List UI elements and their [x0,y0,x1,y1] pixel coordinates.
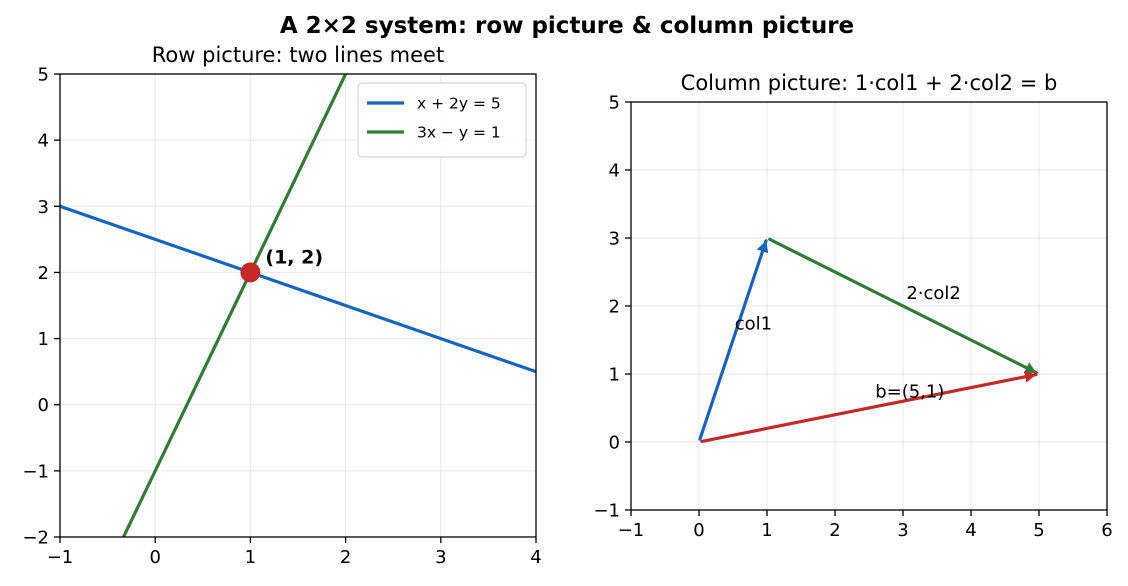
column-picture-chart: −1 0 1 2 3 4 5 6 −1 0 1 2 3 4 5 Column picture: 1·col1 … [593,71,1112,541]
col1-vector-arrowhead [756,240,769,254]
chart-title: Column picture: 1·col1 + 2·col2 = b [681,71,1058,95]
x-tick-label: 4 [530,547,541,568]
y-tick-label: 1 [38,329,49,350]
b-vector-arrowhead [1024,370,1037,383]
y-tick-label: 3 [38,197,49,218]
chart-title: Row picture: two lines meet [152,43,444,67]
y-tick-label: 2 [38,263,49,284]
x-tick-label: 3 [897,520,908,541]
b-vector-label: b=(5,1) [875,382,944,403]
col1-vector-label: col1 [735,314,772,335]
figure-suptitle: A 2×2 system: row picture & column pictu… [280,13,854,39]
legend-label-2: 3x − y = 1 [417,124,501,142]
y-tick-label: 5 [38,65,49,86]
solution-point [240,262,261,283]
y-tick-label: −2 [22,528,49,549]
x-tick-label: −1 [47,547,74,568]
x-tick-label: 0 [693,520,704,541]
y-tick-label: 4 [609,161,620,182]
y-tick-label: 0 [609,433,620,454]
y-tick-label: 5 [609,93,620,114]
y-tick-label: 1 [609,365,620,386]
x-tick-label: 1 [245,547,256,568]
plot-frame [630,101,1108,511]
x-tick-label: 1 [761,520,772,541]
y-tick-label: 3 [609,229,620,250]
col2-scaled-vector-arrowhead [1023,362,1037,374]
y-tick-label: −1 [22,461,49,482]
plot-area [60,74,536,537]
col2-scaled-vector-label: 2·col2 [906,283,961,304]
x-tick-label: −1 [618,520,645,541]
b-vector [700,372,1038,444]
x-tick-label: 2 [340,547,351,568]
solution-label: (1, 2) [265,246,323,268]
series-line-1 [60,204,536,374]
x-tick-label: 6 [1101,520,1112,541]
legend: x + 2y = 5 3x − y = 1 [357,82,527,158]
y-tick-label: 0 [38,395,49,416]
x-tick-label: 5 [1033,520,1044,541]
col1-vector [698,239,768,441]
y-tick-label: −1 [593,501,620,522]
x-tick-label: 4 [965,520,976,541]
x-tick-label: 2 [829,520,840,541]
col2-scaled-vector [768,237,1038,375]
y-tick-label: 4 [38,131,49,152]
y-tick-label: 2 [609,297,620,318]
legend-label-1: x + 2y = 5 [417,95,501,113]
series-line-2 [122,74,348,537]
plot-frame [59,73,537,538]
x-tick-label: 0 [149,547,160,568]
x-tick-label: 3 [435,547,446,568]
